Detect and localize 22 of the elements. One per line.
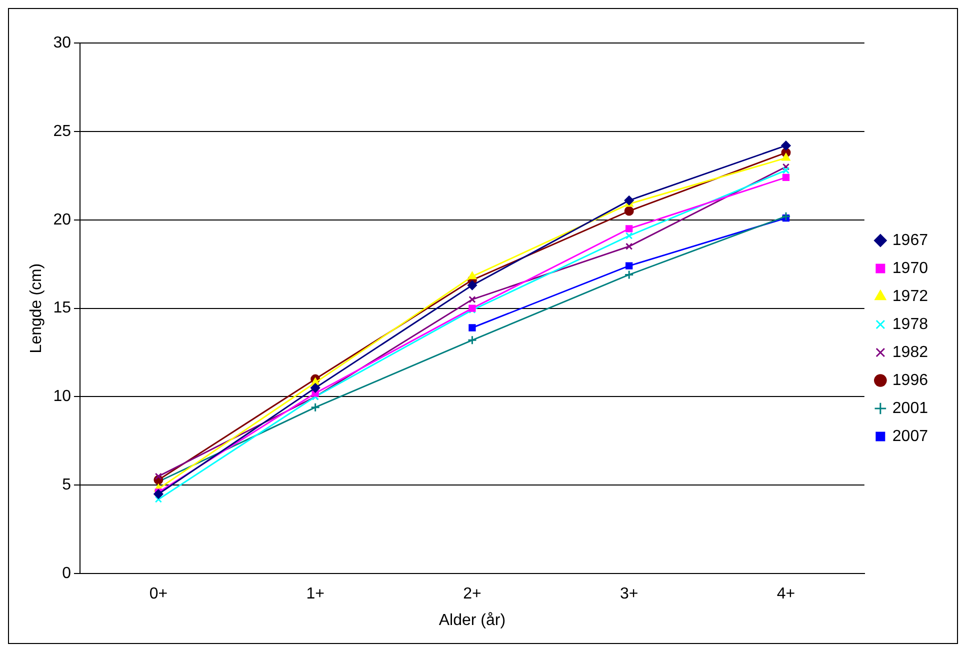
x-tick-label: 3+ xyxy=(620,586,638,603)
y-tick-label: 25 xyxy=(53,122,72,140)
legend-label: 1978 xyxy=(892,316,928,333)
y-tick-label: 15 xyxy=(53,300,72,317)
x-axis-title: Alder (år) xyxy=(438,612,506,629)
legend-label: 1996 xyxy=(892,372,928,389)
y-axis-title: Lengde (cm) xyxy=(28,263,46,354)
legend-label: 1970 xyxy=(892,260,928,277)
legend-label: 2001 xyxy=(892,400,928,417)
legend-label: 1967 xyxy=(892,232,928,249)
legend-label: 2007 xyxy=(892,428,928,445)
legend-label: 1972 xyxy=(892,288,928,305)
x-tick-label: 1+ xyxy=(306,586,324,603)
y-tick-label: 20 xyxy=(53,211,72,228)
y-tick-label: 10 xyxy=(53,388,72,406)
y-tick-label: 0 xyxy=(62,565,72,582)
legend-label: 1982 xyxy=(892,344,928,361)
x-tick-label: 4+ xyxy=(776,586,796,603)
x-tick-label: 0+ xyxy=(149,586,168,603)
y-tick-label: 5 xyxy=(62,476,72,494)
x-tick-label: 2+ xyxy=(463,586,482,603)
y-tick-label: 30 xyxy=(53,34,72,52)
